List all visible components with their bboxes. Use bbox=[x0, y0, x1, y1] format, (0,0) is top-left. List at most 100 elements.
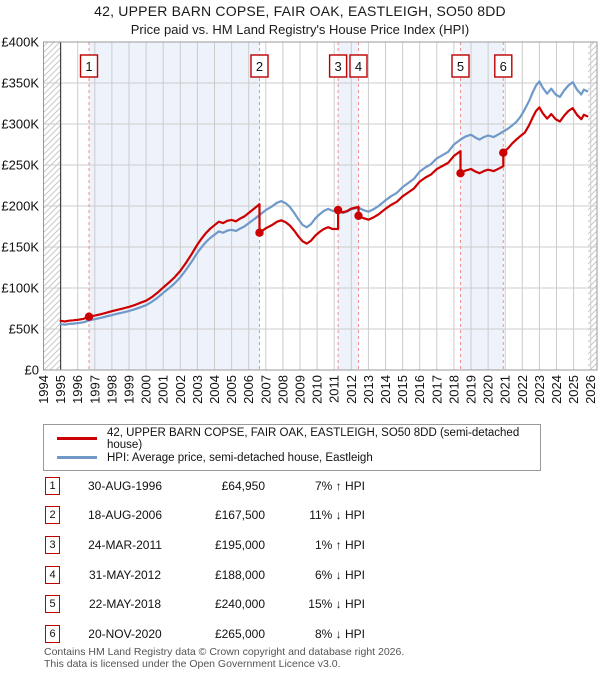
page-subtitle: Price paid vs. HM Land Registry's House … bbox=[130, 22, 470, 37]
sale-date: 18-AUG-2006 bbox=[87, 508, 163, 523]
y-axis-label: £0 bbox=[25, 363, 39, 378]
sale-vs-hpi: 1% ↑ HPI bbox=[314, 537, 365, 552]
sale-number-box bbox=[349, 54, 368, 78]
x-axis-label: 2017 bbox=[429, 375, 444, 404]
sale-date: 20-NOV-2020 bbox=[88, 626, 162, 641]
x-axis-label: 2025 bbox=[566, 375, 581, 404]
sale-number: 3 bbox=[334, 59, 341, 74]
x-axis-label: 2008 bbox=[275, 375, 290, 404]
sale-vs-hpi: 15% ↓ HPI bbox=[308, 597, 365, 612]
x-axis-label: 1996 bbox=[70, 375, 85, 404]
sale-point-marker bbox=[84, 312, 94, 321]
x-axis-label: 2010 bbox=[310, 375, 325, 404]
y-axis-label: £250K bbox=[1, 158, 39, 173]
sale-number: 5 bbox=[457, 59, 464, 74]
x-axis-label: 2023 bbox=[532, 375, 547, 404]
x-axis-label: 2000 bbox=[139, 375, 154, 404]
x-axis-label: 2011 bbox=[327, 375, 342, 403]
x-axis-label: 1995 bbox=[53, 375, 68, 404]
sale-price: £240,000 bbox=[214, 597, 265, 612]
sale-row: 2 18-AUG-2006 £167,500 11% ↓ HPI bbox=[0, 501, 600, 531]
legend-label: 42, UPPER BARN COPSE, FAIR OAK, EASTLEIG… bbox=[107, 426, 520, 451]
x-axis-label: 2020 bbox=[481, 375, 496, 404]
sale-date: 31-MAY-2012 bbox=[88, 567, 162, 582]
sale-price: £167,500 bbox=[214, 508, 265, 523]
x-axis-label: 2009 bbox=[293, 375, 308, 404]
y-axis-label: £200K bbox=[1, 199, 39, 214]
property-line-swatch bbox=[57, 437, 97, 440]
x-axis-label: 1999 bbox=[122, 375, 137, 404]
y-axis-label: £50K bbox=[9, 322, 40, 337]
x-axis-label: 1998 bbox=[104, 375, 119, 404]
sale-price: £64,950 bbox=[221, 478, 265, 493]
legend-item-hpi: HPI: Average price, semi-detached house,… bbox=[44, 448, 540, 467]
sale-vs-hpi: 8% ↓ HPI bbox=[314, 626, 365, 641]
sale-row: 6 20-NOV-2020 £265,000 8% ↓ HPI bbox=[0, 619, 600, 649]
x-axis-label: 2006 bbox=[241, 375, 256, 404]
sale-number-box: 2 bbox=[45, 506, 60, 525]
footer-line: This data is licensed under the Open Gov… bbox=[44, 657, 341, 670]
x-axis-label: 2022 bbox=[515, 375, 530, 404]
x-axis-label: 2014 bbox=[378, 375, 393, 404]
price-chart: 1 2 3 4 5 6 £0 £50K £100K £150K £200K £250K £300K £35… bbox=[1, 35, 598, 404]
x-axis-label: 2021 bbox=[498, 375, 513, 404]
hpi-line-swatch bbox=[57, 456, 97, 459]
y-axis-label: £100K bbox=[1, 281, 39, 296]
x-axis-label: 2016 bbox=[412, 375, 427, 404]
sale-number-box bbox=[328, 54, 348, 78]
sale-vs-hpi: 11% ↓ HPI bbox=[309, 508, 365, 523]
sale-number-box: 3 bbox=[45, 535, 60, 554]
sale-number-box: 5 bbox=[45, 595, 60, 614]
sale-price: £195,000 bbox=[214, 537, 265, 552]
sale-point-marker bbox=[255, 228, 264, 237]
legend-label: HPI: Average price, semi-detached house,… bbox=[107, 451, 373, 464]
sale-number-box bbox=[250, 54, 269, 78]
plot-border bbox=[43, 41, 598, 371]
sale-number: 2 bbox=[256, 59, 263, 74]
x-axis-label: 1997 bbox=[87, 375, 102, 404]
sale-row: 4 31-MAY-2012 £188,000 6% ↓ HPI bbox=[0, 560, 600, 590]
x-axis-label: 1994 bbox=[36, 375, 51, 404]
x-axis-label: 2026 bbox=[583, 375, 598, 404]
sale-date: 24-MAR-2011 bbox=[88, 537, 162, 552]
legend-item-property: 42, UPPER BARN COPSE, FAIR OAK, EASTLEIG… bbox=[44, 426, 540, 451]
x-axis-label: 2004 bbox=[207, 375, 222, 404]
x-axis-label: 2005 bbox=[224, 375, 239, 404]
x-axis-label: 2001 bbox=[156, 375, 171, 404]
x-axis-label: 2018 bbox=[446, 375, 461, 404]
sale-number-box bbox=[494, 54, 513, 78]
sales-table: 1 30-AUG-1996 £64,950 7% ↑ HPI 2 18-AUG-2006 £… bbox=[0, 471, 600, 649]
footer-line: Contains HM Land Registry data © Crown c… bbox=[44, 646, 405, 658]
y-axis-label: £400K bbox=[1, 35, 39, 50]
sale-number-box bbox=[79, 54, 99, 78]
x-axis-label: 2019 bbox=[464, 375, 479, 404]
hpi-line bbox=[59, 80, 589, 326]
x-axis-label: 2015 bbox=[395, 375, 410, 404]
x-axis-label: 2003 bbox=[190, 375, 205, 404]
sale-vs-hpi: 6% ↓ HPI bbox=[314, 567, 365, 582]
sale-number: 4 bbox=[355, 59, 362, 74]
sale-number-box: 4 bbox=[45, 565, 60, 584]
y-axis-label: £350K bbox=[1, 76, 39, 91]
sale-number: 6 bbox=[500, 59, 507, 74]
sale-number: 1 bbox=[85, 59, 92, 74]
sale-date: 22-MAY-2018 bbox=[88, 597, 162, 612]
x-axis-label: 2002 bbox=[173, 375, 188, 404]
sale-price: £265,000 bbox=[214, 626, 265, 641]
sale-vs-hpi: 7% ↑ HPI bbox=[314, 478, 365, 493]
chart-legend: 42, UPPER BARN COPSE, FAIR OAK, EASTLEIG… bbox=[43, 424, 541, 471]
sale-date: 30-AUG-1996 bbox=[87, 478, 163, 493]
sale-point-marker bbox=[456, 169, 465, 178]
sale-row: 1 30-AUG-1996 £64,950 7% ↑ HPI bbox=[0, 471, 600, 501]
sale-point-marker bbox=[499, 148, 508, 157]
x-axis-label: 2013 bbox=[361, 375, 376, 404]
sale-price: £188,000 bbox=[214, 567, 265, 582]
y-axis-label: £150K bbox=[1, 240, 39, 255]
page-title: 42, UPPER BARN COPSE, FAIR OAK, EASTLEIG… bbox=[94, 3, 506, 19]
sale-number-box: 6 bbox=[45, 624, 60, 643]
sale-point-marker bbox=[333, 205, 343, 215]
sale-number-box: 1 bbox=[45, 476, 60, 495]
sale-row: 3 24-MAR-2011 £195,000 1% ↑ HPI bbox=[0, 530, 600, 560]
license-footer: Contains HM Land Registry data © Crown c… bbox=[44, 646, 405, 670]
